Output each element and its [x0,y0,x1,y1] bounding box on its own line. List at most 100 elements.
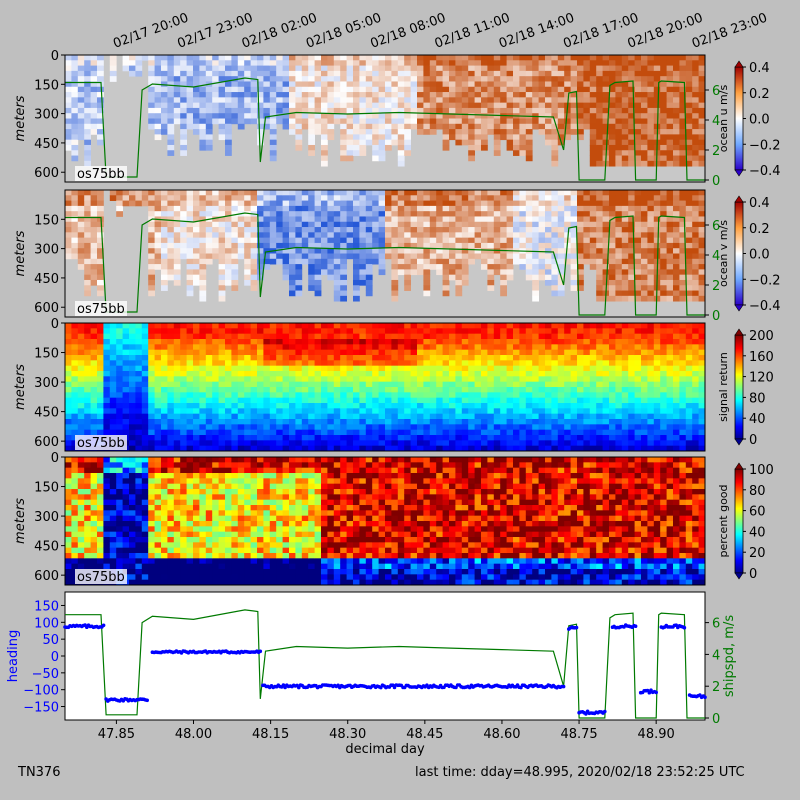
heatmap-cell [589,60,597,66]
heatmap-cell [205,397,213,404]
heatmap-cell [570,248,578,254]
heatmap-cell [442,242,450,249]
heatmap-cell [295,92,303,98]
heatmap-cell [250,232,258,239]
heatmap-cell [231,65,239,72]
heatmap-cell [295,123,303,130]
heatmap-cell [346,355,354,361]
heatmap-cell [327,205,335,212]
heatmap-cell [231,216,239,223]
heatmap-cell [295,397,303,404]
heatmap-cell [97,344,104,351]
heatmap-cell [308,232,315,239]
heatmap-cell [109,360,117,367]
heatmap-cell [346,445,354,452]
heatmap-cell [429,413,437,420]
heatmap-cell [103,408,111,415]
heatmap-cell [218,264,226,270]
heatmap-cell [77,376,85,383]
heatmap-cell [173,86,181,93]
heatmap-cell [404,333,411,340]
heatmap-cell [327,195,335,201]
heatmap-cell [685,160,693,167]
heatmap-cell [423,253,431,260]
heatmap-cell [333,376,341,383]
heatmap-cell [570,211,578,217]
heatmap-cell [404,242,411,249]
heatmap-cell [698,211,706,217]
heatmap-cell [602,134,610,141]
heatmap-cell [481,258,488,265]
heatmap-cell [103,328,111,335]
heatmap-cell [589,81,597,88]
heatmap-cell [410,408,418,415]
heatmap-cell [410,211,418,217]
heatmap-cell [442,237,450,244]
heatmap-cell [365,107,373,114]
heatmap-cell [321,129,328,135]
heatmap-cell [212,445,219,452]
heatmap-cell [692,134,699,141]
heatmap-cell [353,92,360,98]
heatmap-cell [65,227,72,233]
heatmap-cell [333,349,341,356]
heatmap-cell [180,150,187,156]
heatmap-cell [653,248,661,254]
heatmap-cell [333,360,341,367]
heatmap-cell [77,328,85,335]
heatmap-cell [103,403,111,409]
heatmap-cell [84,144,91,151]
heatmap-cell [487,221,495,228]
heatmap-cell [577,92,584,98]
heatmap-cell [455,274,463,281]
heatmap-cell [551,258,559,265]
heatmap-cell [231,381,239,388]
heatmap-cell [602,258,610,265]
heatmap-cell [116,339,123,345]
heatmap-cell [436,323,443,329]
heatmap-cell [570,227,578,233]
heatmap-cell [653,102,661,109]
heatmap-cell [71,55,79,61]
heatmap-cell [647,290,655,297]
heatmap-cell [269,440,277,447]
heatmap-cell [90,264,98,270]
heatmap-cell [167,129,175,135]
heatmap-cell [359,86,367,93]
heatmap-cell [282,424,290,431]
heatmap-cell [193,253,200,260]
heatmap-cell [372,328,379,335]
heatmap-cell [449,92,456,98]
heatmap-cell [615,264,623,270]
heatmap-cell [519,190,527,196]
heatmap-cell [148,107,155,114]
heatmap-cell [372,227,379,233]
heatmap-cell [404,424,411,431]
heatmap-cell [378,237,386,244]
heatmap-cell [519,150,527,156]
heatmap-cell [173,371,181,377]
heatmap-cell [647,118,655,125]
heatmap-cell [385,97,392,104]
heatmap-cell [423,413,431,420]
heatmap-cell [628,190,635,196]
heatmap-cell [429,264,437,270]
heatmap-cell [353,102,360,109]
heatmap-cell [237,113,245,119]
heatmap-cell [468,339,475,345]
heatmap-cell [276,445,283,452]
heatmap-cell [666,55,674,61]
heatmap-cell [436,355,443,361]
heatmap-cell [474,392,482,399]
heatmap-cell [289,65,296,72]
heatmap-cell [596,227,603,233]
heatmap-cell [628,216,635,223]
heatmap-cell [97,190,104,196]
heatmap-cell [679,195,687,201]
heatmap-cell [218,413,226,420]
heatmap-cell [257,376,264,383]
heatmap-cell [263,123,271,130]
heatmap-cell [481,376,488,383]
heatmap-cell [116,360,123,367]
heatmap-cell [212,440,219,447]
